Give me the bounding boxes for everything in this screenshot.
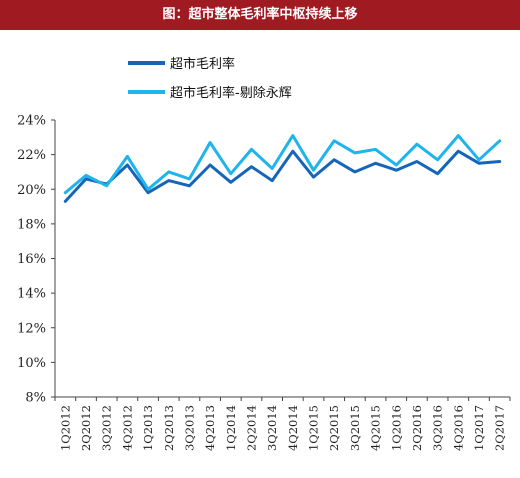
x-tick-label: 2Q2012 (79, 405, 93, 451)
x-tick-label: 4Q2014 (286, 405, 300, 451)
x-tick-label: 3Q2012 (100, 405, 114, 451)
y-tick-label: 16% (17, 252, 46, 267)
x-tick-label: 4Q2012 (120, 405, 134, 451)
y-tick-label: 20% (17, 183, 46, 198)
x-tick-label: 4Q2016 (451, 405, 465, 451)
x-tick-label: 1Q2012 (58, 405, 72, 451)
x-tick-label: 1Q2016 (389, 405, 403, 451)
y-tick-label: 22% (17, 148, 46, 163)
legend-label-1: 超市毛利率 (170, 56, 235, 72)
x-tick-label: 2Q2013 (162, 405, 176, 451)
x-tick-label: 1Q2014 (224, 405, 238, 451)
x-tick-label: 2Q2016 (410, 405, 424, 451)
plot-area (63, 134, 502, 203)
x-tick-label: 3Q2015 (348, 405, 362, 451)
x-tick-label: 4Q2015 (369, 405, 383, 451)
y-axis: 8% 10% 12% 14% 16% 18% 20% 22% 24% (17, 114, 56, 406)
series-line-2 (63, 134, 502, 195)
x-tick-label: 2Q2014 (244, 405, 258, 451)
x-tick-label: 3Q2016 (431, 405, 445, 451)
x-tick-label: 3Q2013 (182, 405, 196, 451)
x-tick-label: 2Q2015 (327, 405, 341, 451)
y-tick-label: 18% (17, 217, 46, 232)
y-tick-label: 8% (25, 391, 46, 406)
x-tick-label: 3Q2014 (265, 405, 279, 451)
x-tick-label: 1Q2015 (307, 405, 321, 451)
legend-label-2: 超市毛利率-剔除永辉 (170, 85, 292, 101)
y-tick-label: 12% (17, 321, 46, 336)
series-line-1 (63, 149, 502, 203)
chart-title: 图：超市整体毛利率中枢持续上移 (162, 7, 358, 22)
x-tick-label: 4Q2013 (203, 405, 217, 451)
y-tick-label: 10% (17, 356, 46, 371)
x-tick-label: 1Q2017 (472, 405, 486, 451)
chart-title-banner: 图：超市整体毛利率中枢持续上移 (0, 0, 520, 30)
x-axis: 1Q2012 2Q2012 3Q2012 4Q2012 1Q2013 2Q2013 3Q20… (54, 396, 511, 451)
x-tick-label: 1Q2013 (141, 405, 155, 451)
y-tick-label: 14% (17, 287, 46, 302)
x-tick-label: 2Q2017 (493, 405, 507, 451)
y-tick-label: 24% (17, 114, 46, 129)
